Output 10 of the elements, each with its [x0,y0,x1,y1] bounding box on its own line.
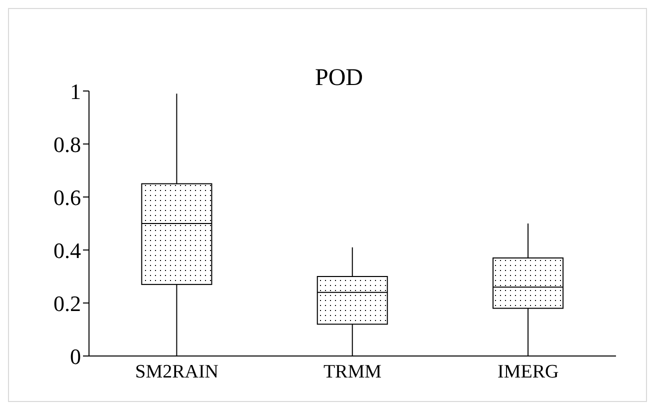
y-tick-label: 0.4 [54,238,81,263]
x-tick-label: IMERG [498,361,560,382]
y-tick-label: 0.6 [54,184,81,210]
x-tick-label: TRMM [323,361,382,382]
y-tick-label: 1 [70,78,81,104]
chart-title: POD [314,65,364,91]
x-tick-label: SM2RAIN [135,361,219,382]
y-tick-label: 0 [70,344,81,369]
y-tick-label: 0.8 [54,132,81,157]
y-tick-label: 0.2 [54,290,81,316]
